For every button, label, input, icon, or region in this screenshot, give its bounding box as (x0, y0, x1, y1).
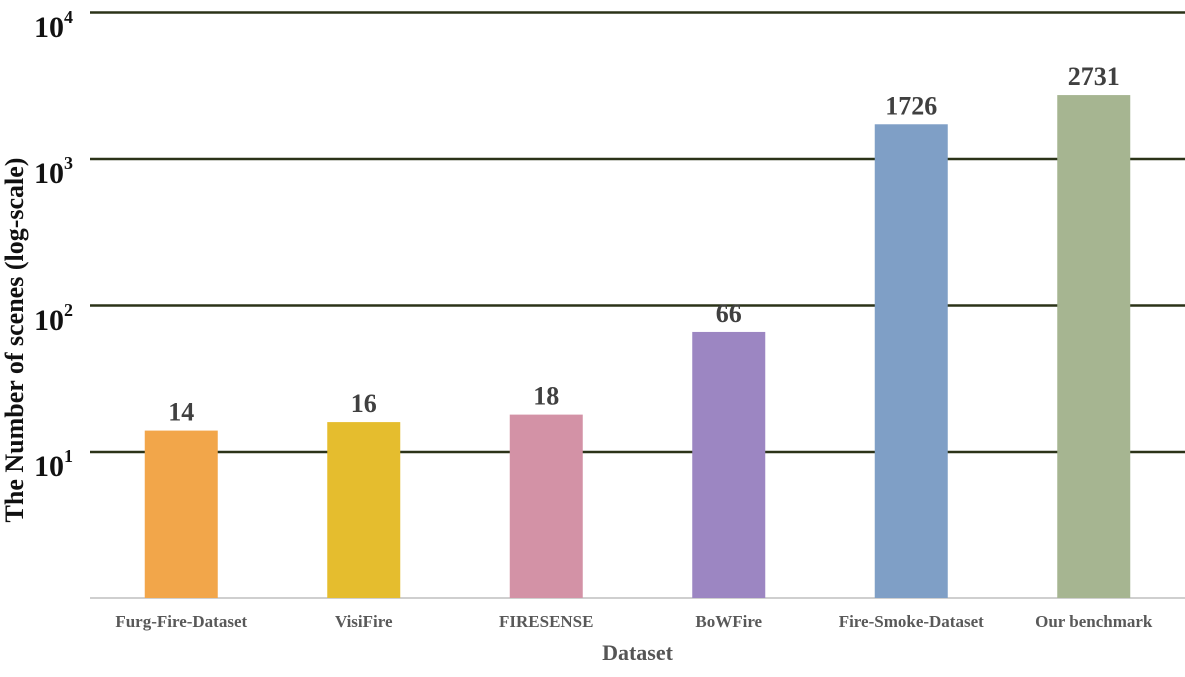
x-tick-labels: Furg-Fire-Dataset VisiFire FIRESENSE BoWFir… (115, 612, 1153, 631)
y-tick-label-1: 102 (34, 300, 73, 338)
data-label-0: 14 (168, 398, 194, 427)
y-tick-exponent: 3 (64, 153, 73, 173)
x-tick-label-5: Our benchmark (1035, 612, 1153, 631)
data-label-2: 18 (533, 382, 559, 411)
y-tick-base: 10 (34, 303, 64, 337)
bars (144, 95, 1131, 599)
y-tick-base: 10 (34, 10, 64, 44)
bar-3 (692, 331, 766, 598)
data-labels: 14 16 18 66 1726 2731 (168, 62, 1120, 427)
data-label-4: 1726 (885, 91, 937, 120)
y-tick-base: 10 (34, 157, 64, 190)
x-tick-label-1: VisiFire (335, 612, 393, 631)
y-tick-label-0: 101 (34, 446, 73, 484)
data-label-1: 16 (351, 389, 377, 418)
gridlines (90, 11, 1185, 454)
bar-4 (874, 124, 948, 598)
bar-1 (327, 422, 401, 598)
bar-0 (144, 430, 218, 598)
x-axis-title: Dataset (602, 640, 673, 665)
y-tick-exponent: 4 (64, 6, 73, 27)
x-tick-label-3: BoWFire (695, 612, 762, 631)
y-tick-exponent: 2 (64, 299, 73, 320)
y-tick-base: 10 (34, 450, 64, 483)
data-label-5: 2731 (1068, 62, 1120, 91)
data-label-3: 66 (716, 299, 742, 328)
y-tick-label-3: 104 (34, 7, 73, 45)
x-tick-label-4: Fire-Smoke-Dataset (839, 612, 984, 631)
x-tick-label-0: Furg-Fire-Dataset (115, 612, 247, 631)
bar-2 (509, 414, 583, 598)
y-tick-label-2: 103 (34, 153, 73, 191)
bar-5 (1057, 95, 1131, 599)
y-tick-exponent: 1 (64, 446, 73, 466)
y-axis-title: The Number of scenes (log-scale) (0, 157, 29, 523)
x-tick-label-2: FIRESENSE (499, 612, 593, 631)
